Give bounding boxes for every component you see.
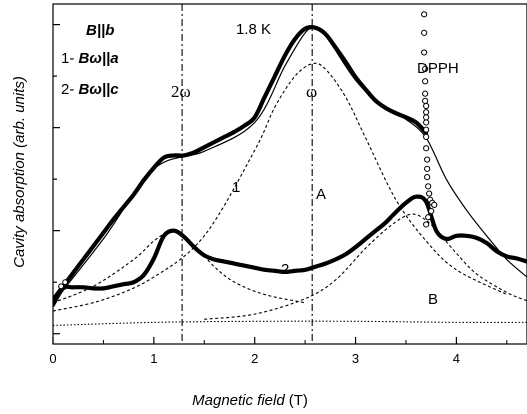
x-tick-label: 4 (453, 351, 460, 366)
dpph-point (423, 119, 430, 126)
dpph-point (431, 201, 438, 209)
series-baseline (53, 320, 527, 326)
series-fit (53, 27, 527, 304)
peak-label-b: B (428, 291, 438, 308)
dpph-point (425, 183, 432, 190)
y-axis-title: Cavity absorption (arb. units) (11, 76, 28, 268)
dpph-point (422, 97, 429, 104)
dpph-point (423, 109, 430, 116)
x-tick-label: 2 (251, 351, 258, 366)
axes: 0 1 2 3 4 (49, 24, 508, 366)
series-b (204, 213, 527, 320)
dpph-point (423, 133, 430, 141)
dpph-point (421, 29, 428, 36)
dpph-point (423, 114, 430, 121)
plot-area (52, 3, 527, 345)
dpph-point (422, 90, 429, 97)
dpph-label: DPPH (417, 60, 459, 77)
data-point-marker (62, 279, 69, 286)
dpph-point (422, 65, 429, 73)
x-axis-title: Magnetic field (T) (192, 392, 308, 409)
dpph-point (423, 102, 430, 110)
dpph-point (424, 165, 431, 172)
x-tick-label: 0 (49, 351, 56, 366)
dpph-point (423, 126, 430, 133)
condition-1: 1- Bω||a (61, 50, 119, 67)
dpph-point (425, 214, 432, 221)
dpph-point (426, 190, 433, 197)
line-2w-label: 2ω (171, 82, 191, 101)
dpph-point (423, 221, 430, 228)
dpph-point (424, 156, 431, 163)
x-tick-label: 3 (352, 351, 359, 366)
series-a (53, 62, 508, 312)
x-tick-label: 1 (150, 351, 157, 366)
curve-label-1: 1 (232, 179, 240, 196)
data-point-marker (58, 283, 64, 290)
peak-label-a: A (316, 186, 326, 203)
curve-label-2: 2 (281, 261, 289, 278)
dpph-point (421, 49, 428, 56)
line-w-label: ω (306, 82, 317, 101)
series-2 (53, 194, 527, 307)
dpph-point (422, 78, 429, 85)
series-2w-peak (53, 230, 306, 304)
dpph-point (428, 207, 435, 215)
series-1 (53, 25, 429, 302)
condition-main: B||b (86, 22, 114, 39)
condition-2: 2- Bω||c (61, 81, 119, 98)
dpph-point (421, 11, 428, 18)
temperature-label: 1.8 K (236, 21, 271, 38)
dpph-point (423, 145, 430, 152)
dpph-point (424, 173, 431, 181)
plot-frame (52, 3, 527, 345)
